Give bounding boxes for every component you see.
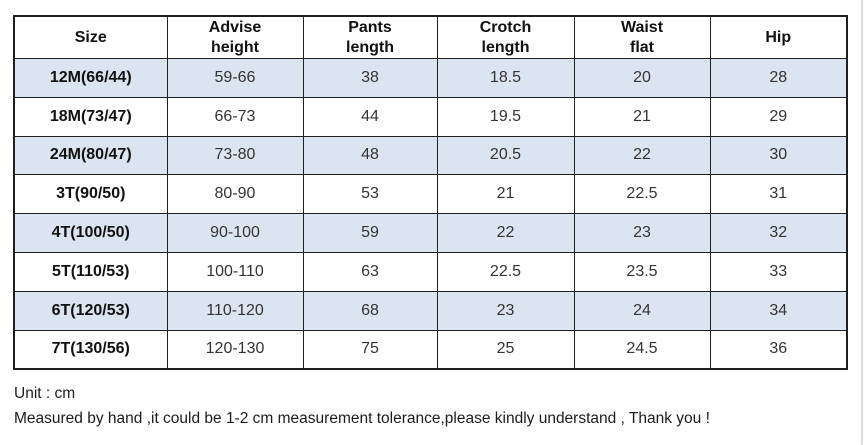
tolerance-note: Measured by hand ,it could be 1-2 cm mea… [14,410,710,427]
value-cell: 21 [436,174,575,215]
col-header-size: Size [13,15,168,59]
value-cell: 90-100 [166,213,304,253]
size-cell: 12M(66/44) [13,58,168,98]
value-cell: 22 [436,213,575,253]
value-cell: 59 [302,213,438,253]
table-row: 6T(120/53) 110-120 68 23 24 34 [13,290,848,331]
size-cell: 24M(80/47) [13,135,168,176]
value-cell: 22.5 [573,174,711,215]
page-edge-line [861,0,863,445]
value-cell: 24 [573,290,711,331]
value-cell: 23 [436,290,575,331]
size-cell: 4T(100/50) [13,213,168,253]
value-cell: 18.5 [436,58,575,98]
value-cell: 73-80 [166,135,304,176]
col-header-pants-length: Pants length [302,15,438,59]
col-header-advise-height: Advise height [166,15,304,59]
value-cell: 68 [302,290,438,331]
value-cell: 59-66 [166,58,304,98]
col-header-crotch-length-line2: length [481,38,530,56]
value-cell: 53 [302,174,438,215]
header-row: Size Advise height Pants length Crotch leng… [13,15,848,59]
value-cell: 25 [436,329,575,370]
value-cell: 48 [302,135,438,176]
value-cell: 80-90 [166,174,304,215]
value-cell: 23 [573,213,711,253]
table-row: 18M(73/47) 66-73 44 19.5 21 29 [13,96,848,137]
col-header-crotch-length: Crotch length [436,15,575,59]
size-cell: 3T(90/50) [13,174,168,215]
col-header-hip-label: Hip [765,28,792,46]
value-cell: 33 [709,251,848,292]
value-cell: 29 [709,96,848,137]
col-header-waist-flat-line2: flat [630,38,654,56]
value-cell: 30 [709,135,848,176]
value-cell: 28 [709,58,848,98]
value-cell: 31 [709,174,848,215]
table-row: 12M(66/44) 59-66 38 18.5 20 28 [13,58,848,98]
table-row: 4T(100/50) 90-100 59 22 23 32 [13,213,848,253]
value-cell: 120-130 [166,329,304,370]
value-cell: 66-73 [166,96,304,137]
value-cell: 110-120 [166,290,304,331]
col-header-size-label: Size [74,28,107,46]
value-cell: 38 [302,58,438,98]
value-cell: 19.5 [436,96,575,137]
value-cell: 21 [573,96,711,137]
value-cell: 100-110 [166,251,304,292]
col-header-waist-flat-line1: Waist [620,18,664,36]
size-cell: 18M(73/47) [13,96,168,137]
col-header-advise-height-line1: Advise [208,18,262,36]
table-row: 24M(80/47) 73-80 48 20.5 22 30 [13,135,848,176]
value-cell: 75 [302,329,438,370]
size-cell: 6T(120/53) [13,290,168,331]
value-cell: 44 [302,96,438,137]
value-cell: 63 [302,251,438,292]
col-header-pants-length-line1: Pants [348,18,392,36]
table-row: 5T(110/53) 100-110 63 22.5 23.5 33 [13,251,848,292]
size-cell: 7T(130/56) [13,329,168,370]
col-header-hip: Hip [709,15,848,59]
value-cell: 20.5 [436,135,575,176]
value-cell: 32 [709,213,848,253]
value-cell: 24.5 [573,329,711,370]
col-header-waist-flat: Waist flat [573,15,711,59]
col-header-advise-height-line2: height [211,38,259,56]
table-row: 7T(130/56) 120-130 75 25 24.5 36 [13,329,848,370]
size-cell: 5T(110/53) [13,251,168,292]
value-cell: 20 [573,58,711,98]
value-cell: 22 [573,135,711,176]
unit-note: Unit : cm [14,385,76,402]
value-cell: 22.5 [436,251,575,292]
col-header-crotch-length-line1: Crotch [479,18,532,36]
table-row: 3T(90/50) 80-90 53 21 22.5 31 [13,174,848,215]
size-chart: Size Advise height Pants length Crotch leng… [13,15,848,371]
col-header-pants-length-line2: length [346,38,394,56]
value-cell: 34 [709,290,848,331]
size-chart-table: Size Advise height Pants length Crotch leng… [13,15,848,371]
value-cell: 23.5 [573,251,711,292]
value-cell: 36 [709,329,848,370]
